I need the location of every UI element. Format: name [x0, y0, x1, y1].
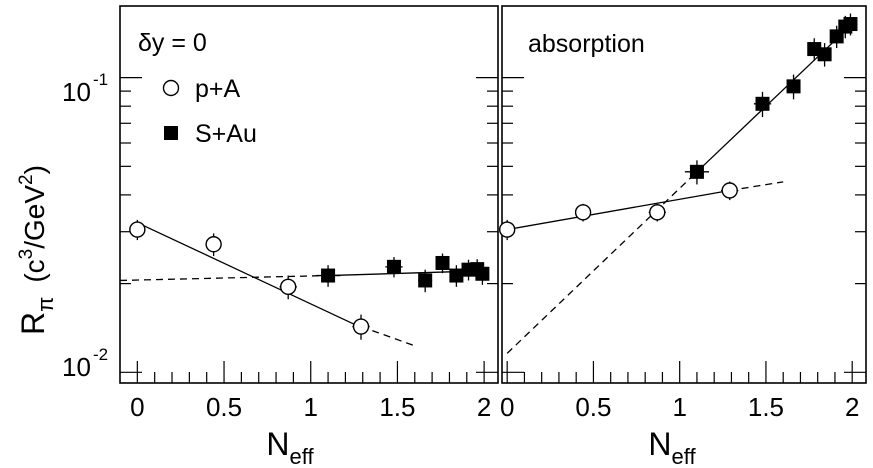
x-tick-label: 1	[303, 392, 317, 422]
x-tick-label: 0.5	[575, 392, 611, 422]
y-tick-exp: -2	[93, 345, 108, 364]
dashed-fit-line	[119, 274, 329, 282]
x-axis-label: Neff	[266, 426, 314, 468]
y-label-units-post: )	[19, 165, 50, 174]
data-point-sau	[817, 47, 832, 62]
legend: p+A S+Au	[162, 75, 257, 148]
x-tick-label: 0	[130, 392, 144, 422]
data-point-sau	[475, 266, 490, 281]
panel-annotation: absorption	[528, 30, 645, 58]
x-tick-label: 1.5	[379, 392, 415, 422]
y-tick-label-bottom: 10 -2	[62, 345, 108, 382]
data-point-pa	[574, 204, 592, 221]
data-point-sau	[435, 255, 450, 270]
solid-fit-line	[507, 189, 730, 231]
y-label-units-mid: /GeV	[19, 185, 50, 249]
y-axis-label: Rπ (c3/GeV2)	[15, 165, 58, 335]
x-tick-label: 1	[672, 392, 686, 422]
data-point-sau	[321, 268, 336, 283]
y-tick-label-top: 10 -1	[62, 70, 108, 107]
y-tick-exp: -1	[93, 70, 108, 89]
data-points	[129, 219, 490, 340]
x-axis-label: Neff	[648, 426, 696, 468]
y-label-sub: π	[33, 297, 58, 312]
data-point-pa	[498, 221, 516, 238]
data-point-sau	[843, 17, 858, 32]
axis-ticks	[502, 77, 866, 383]
y-label-units-sup: 3	[16, 249, 37, 260]
solid-fit-line	[137, 222, 362, 329]
panel-left: 0 0.5 1 1.5 2 δy = 0 p+A S+Au Neff	[119, 5, 499, 468]
data-points	[498, 13, 858, 241]
data-point-pa	[129, 221, 146, 238]
x-tick-label: 0.5	[206, 392, 242, 422]
x-tick-label: 0	[500, 392, 514, 422]
data-point-sau	[755, 96, 770, 111]
x-label-main: N	[648, 426, 671, 462]
x-tick-label: 2	[477, 392, 491, 422]
x-label-sub: eff	[290, 444, 315, 468]
solid-fit-line	[696, 23, 853, 173]
data-point-sau	[418, 273, 433, 288]
x-tick-label: 2	[845, 392, 859, 422]
data-point-sau	[386, 259, 401, 274]
panel-annotation: δy = 0	[138, 29, 207, 57]
x-tick-labels: 0 0.5 1 1.5 2	[130, 392, 491, 422]
data-point-pa	[205, 236, 222, 253]
legend-item-sau: S+Au	[164, 120, 257, 148]
data-point-sau	[689, 164, 704, 179]
legend-item-pa: p+A	[162, 75, 241, 103]
legend-label-sau: S+Au	[195, 120, 257, 148]
dashed-fit-line	[729, 181, 784, 192]
x-tick-labels: 0 0.5 1 1.5 2	[500, 392, 859, 422]
legend-marker-filled-square	[164, 126, 178, 140]
axis-ticks	[120, 77, 498, 383]
fit-lines	[506, 23, 853, 354]
data-point-pa	[649, 204, 666, 221]
y-label-main: R	[15, 312, 51, 335]
data-point-sau	[786, 79, 801, 94]
dashed-fit-line	[360, 325, 415, 347]
x-tick-label: 1.5	[748, 392, 784, 422]
y-tick-base: 10	[62, 77, 91, 107]
legend-label-pa: p+A	[195, 75, 241, 103]
data-point-pa	[352, 318, 370, 335]
panel-right: 0 0.5 1 1.5 2 absorption Neff	[498, 5, 867, 468]
data-point-pa	[279, 278, 297, 296]
y-tick-base: 10	[62, 352, 91, 382]
y-label-units-pre: (c	[19, 259, 50, 282]
dashed-fit-line	[506, 171, 698, 354]
y-label-units-sup2: 2	[16, 174, 37, 185]
data-point-pa	[721, 182, 738, 199]
x-label-main: N	[266, 426, 289, 462]
data-point-sau	[449, 268, 464, 283]
panel-frame	[119, 5, 499, 384]
legend-marker-open-circle	[162, 79, 180, 97]
x-label-sub: eff	[672, 444, 697, 468]
